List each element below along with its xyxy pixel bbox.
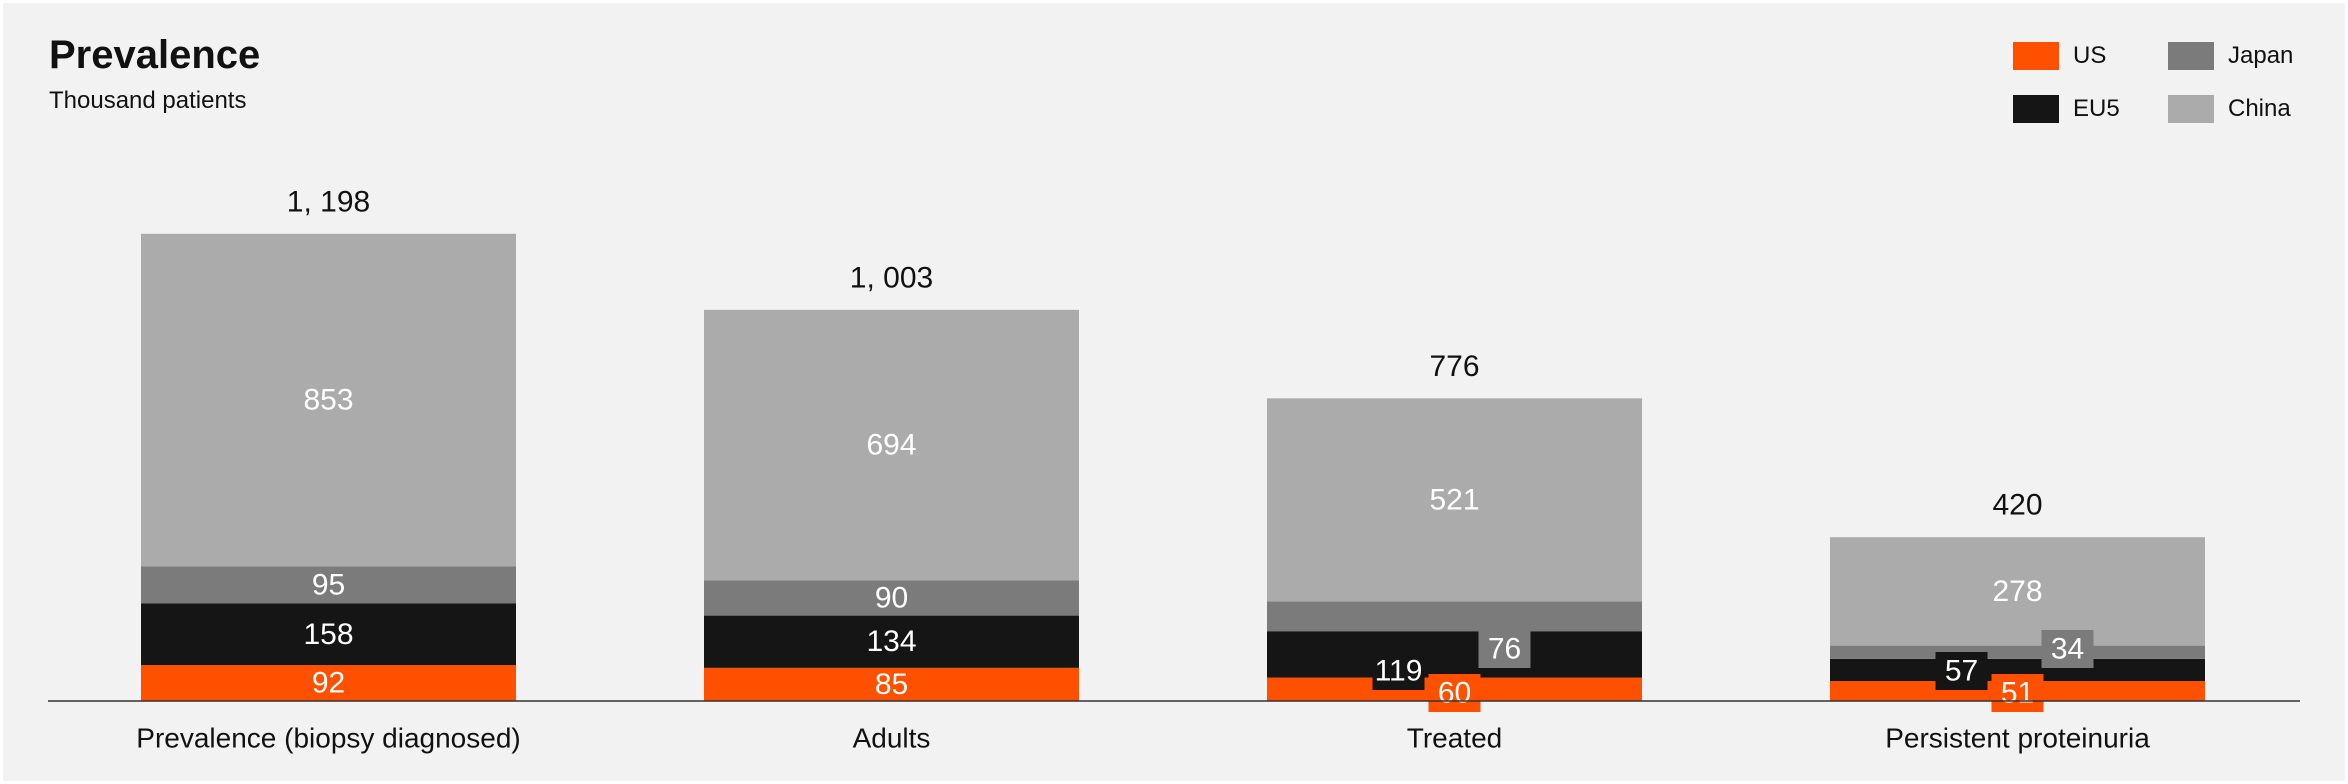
- chart-legend: US Japan EU5 China: [2013, 39, 2333, 129]
- bar-japan-adults: [704, 580, 1079, 616]
- legend-swatch-japan: [2168, 42, 2214, 70]
- bar-japan-persistent-proteinuria: [1830, 645, 2205, 659]
- legend-label-japan: Japan: [2228, 42, 2294, 69]
- chart-title: Prevalence: [49, 33, 261, 77]
- data-label-eu5-prevalence-biopsy-diagnosed: 158: [303, 618, 353, 651]
- bar-eu5-adults: [704, 615, 1079, 668]
- data-label-japan-persistent-proteinuria: 34: [2051, 633, 2084, 666]
- chart-plot: 92 158 95 853 1, 198 Prevalence (biopsy diagn…: [48, 185, 2300, 754]
- total-label-adults: 1, 003: [850, 261, 933, 294]
- category-label-prevalence-biopsy-diagnosed: Prevalence (biopsy diagnosed): [136, 723, 520, 754]
- data-label-china-treated: 521: [1429, 483, 1479, 516]
- legend-label-eu5: EU5: [2073, 95, 2120, 122]
- legend-swatch-eu5: [2013, 95, 2059, 123]
- data-label-box-us-treated: [1428, 674, 1481, 712]
- bar-china-treated: [1267, 398, 1642, 602]
- bar-us-prevalence-biopsy-diagnosed: [141, 665, 516, 701]
- total-label-prevalence-biopsy-diagnosed: 1, 198: [287, 185, 370, 218]
- data-label-japan-adults: 90: [875, 582, 908, 615]
- bar-japan-prevalence-biopsy-diagnosed: [141, 566, 516, 604]
- data-label-china-adults: 694: [866, 429, 916, 462]
- bar-us-adults: [704, 667, 1079, 701]
- chart-subtitle: Thousand patients: [49, 87, 247, 114]
- data-label-eu5-adults: 134: [866, 625, 916, 658]
- category-label-adults: Adults: [853, 723, 931, 754]
- total-label-persistent-proteinuria: 420: [1992, 489, 2042, 522]
- data-label-us-adults: 85: [875, 668, 908, 701]
- data-label-us-persistent-proteinuria: 51: [2001, 677, 2034, 710]
- bar-eu5-treated: [1267, 631, 1642, 678]
- bar-eu5-persistent-proteinuria: [1830, 658, 2205, 682]
- category-label-persistent-proteinuria: Persistent proteinuria: [1885, 723, 2150, 754]
- data-label-box-eu5-persistent-proteinuria: [1935, 652, 1988, 690]
- data-label-eu5-treated: 119: [1375, 655, 1423, 688]
- legend-swatch-china: [2168, 95, 2214, 123]
- legend-label-china: China: [2228, 95, 2291, 122]
- legend-swatch-us: [2013, 42, 2059, 70]
- bar-china-prevalence-biopsy-diagnosed: [141, 233, 516, 567]
- data-label-china-persistent-proteinuria: 278: [1992, 575, 2042, 608]
- data-label-box-japan-treated: [1478, 630, 1531, 668]
- data-label-japan-treated: 76: [1488, 633, 1521, 666]
- bar-china-persistent-proteinuria: [1830, 537, 2205, 646]
- data-label-china-prevalence-biopsy-diagnosed: 853: [303, 384, 353, 417]
- data-label-box-us-persistent-proteinuria: [1991, 674, 2044, 712]
- data-label-japan-prevalence-biopsy-diagnosed: 95: [312, 568, 345, 601]
- bar-japan-treated: [1267, 601, 1642, 632]
- bar-china-adults: [704, 309, 1079, 581]
- data-label-us-treated: 60: [1438, 677, 1471, 710]
- data-label-us-prevalence-biopsy-diagnosed: 92: [312, 667, 345, 700]
- data-label-box-japan-persistent-proteinuria: [2041, 630, 2094, 668]
- bar-eu5-prevalence-biopsy-diagnosed: [141, 603, 516, 666]
- data-label-box-eu5-treated: [1372, 652, 1425, 690]
- total-label-treated: 776: [1429, 350, 1479, 383]
- data-label-eu5-persistent-proteinuria: 57: [1945, 655, 1978, 688]
- category-label-treated: Treated: [1407, 723, 1502, 754]
- legend-label-us: US: [2073, 42, 2107, 69]
